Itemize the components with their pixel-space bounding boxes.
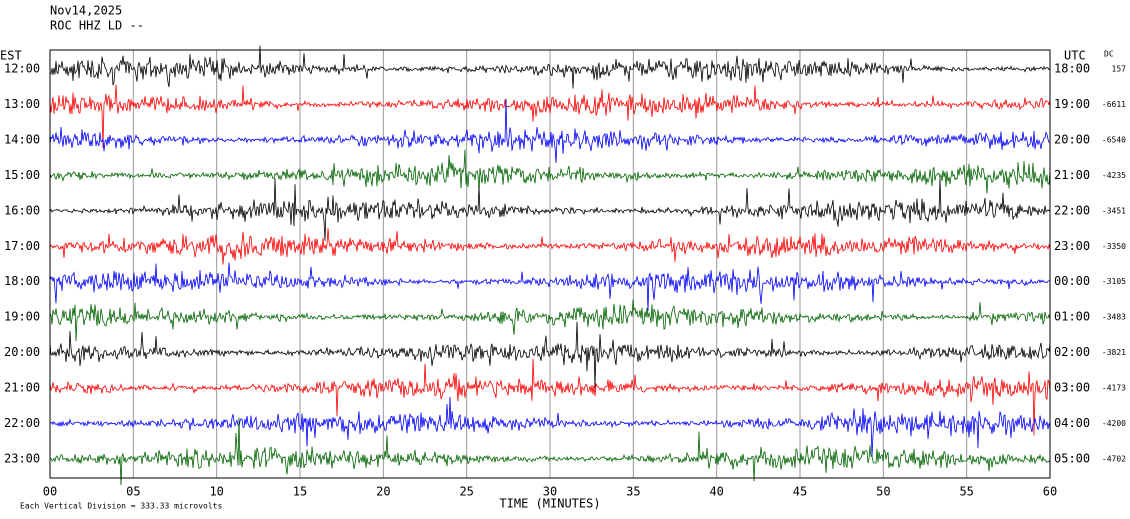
row-time-utc: 01:00 [1054,310,1090,324]
trace [49,396,1051,457]
row-time-est: 17:00 [4,239,40,253]
trace [49,417,1051,486]
row-time-est: 12:00 [4,62,40,76]
x-axis-label: TIME (MINUTES) [499,497,600,511]
x-tick-label: 15 [293,485,307,499]
row-time-utc: 03:00 [1054,381,1090,395]
row-time-utc: 21:00 [1054,168,1090,182]
x-tick-label: 50 [876,485,890,499]
trace [49,178,1051,241]
row-time-est: 23:00 [4,451,40,465]
row-dc: -4235 [1102,171,1126,180]
x-tick-label: 25 [459,485,473,499]
footer: Each Vertical Division = 333.33 microvol… [20,502,222,511]
plot-frame [49,49,1051,479]
trace [49,262,1051,312]
x-tick-label: 00 [43,485,57,499]
row-time-utc: 05:00 [1054,451,1090,465]
row-dc: -3451 [1102,206,1126,215]
trace [49,98,1051,163]
row-time-est: 20:00 [4,345,40,359]
trace [49,45,1051,89]
x-tick-label: 10 [209,485,223,499]
row-time-utc: 19:00 [1054,97,1090,111]
row-dc: -3821 [1102,348,1126,357]
header-line: ROC HHZ LD -- [50,19,144,33]
row-dc: -4702 [1102,454,1126,463]
x-tick-label: 05 [126,485,140,499]
row-dc: -6611 [1102,100,1126,109]
row-time-est: 21:00 [4,381,40,395]
row-dc: -3350 [1102,242,1126,251]
x-tick-label: 35 [626,485,640,499]
row-time-est: 13:00 [4,97,40,111]
x-tick-label: 45 [793,485,807,499]
row-time-est: 19:00 [4,310,40,324]
x-tick-label: 40 [709,485,723,499]
left-axis-label: EST [0,49,22,63]
traces [49,45,1051,486]
row-time-utc: 20:00 [1054,132,1090,146]
row-time-utc: 22:00 [1054,203,1090,217]
row-dc: -4200 [1102,419,1126,428]
row-dc: -3105 [1102,277,1126,286]
row-time-utc: 02:00 [1054,345,1090,359]
row-time-utc: 00:00 [1054,274,1090,288]
row-dc: -6540 [1102,135,1126,144]
row-dc: -3483 [1102,313,1126,322]
trace [49,299,1051,342]
trace [49,149,1051,194]
row-time-utc: 18:00 [1054,62,1090,76]
row-time-est: 15:00 [4,168,40,182]
x-tick-label: 55 [959,485,973,499]
row-dc: 157 [1112,65,1127,74]
header-line: Nov14,2025 [50,4,122,18]
trace [49,84,1051,148]
row-time-utc: 04:00 [1054,416,1090,430]
row-dc: -4173 [1102,384,1126,393]
x-tick-label: 30 [543,485,557,499]
trace [49,358,1051,436]
row-time-utc: 23:00 [1054,239,1090,253]
x-tick-label: 60 [1043,485,1057,499]
row-time-est: 22:00 [4,416,40,430]
trace [49,228,1051,265]
x-tick-label: 20 [376,485,390,499]
row-time-est: 16:00 [4,203,40,217]
right-axis-label: UTC [1064,49,1086,63]
trace [49,321,1051,388]
row-time-est: 14:00 [4,132,40,146]
row-time-est: 18:00 [4,274,40,288]
dc-label: DC [1104,50,1114,59]
